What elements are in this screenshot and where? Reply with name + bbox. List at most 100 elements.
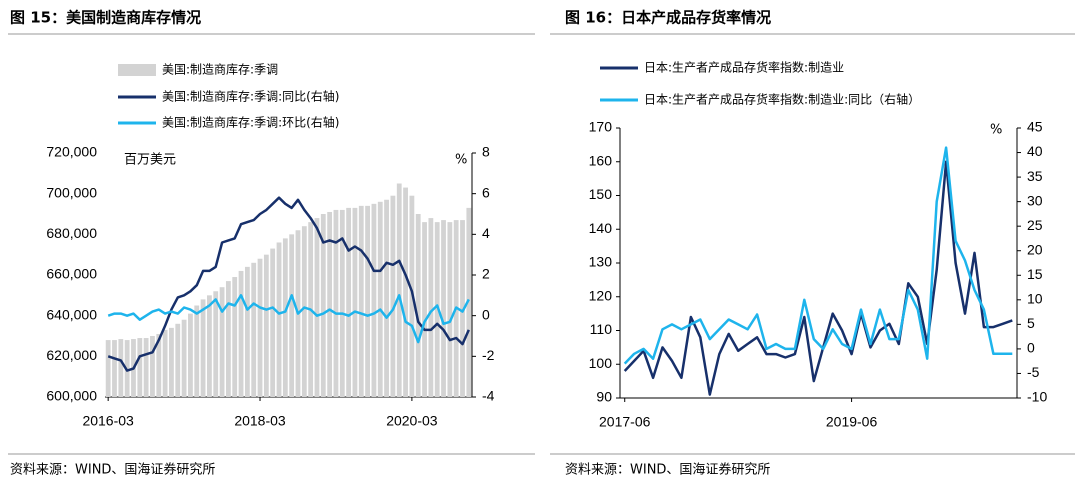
legend-label: 美国:制造商库存:季调 [162,62,278,77]
x-tick-label: 2018-03 [234,413,286,429]
bar [352,207,358,397]
x-tick-label: 2019-06 [826,414,878,430]
line-series [623,160,1013,396]
bar [282,238,288,397]
bar [232,277,238,397]
y2-unit: % [455,153,467,168]
bar [327,211,333,397]
line-series [107,196,470,372]
y2-tick-label: -2 [482,347,495,363]
y2-tick-label: 25 [1027,217,1043,233]
bar [200,299,206,397]
bar [137,338,143,397]
y2-tick-label: 30 [1027,192,1043,208]
bar [434,222,440,397]
source: 资料来源：WIND、国海证券研究所 [10,462,215,478]
bar [251,262,257,397]
y-tick-label: 150 [589,186,613,202]
bar [333,209,339,397]
y2-tick-label: 6 [482,184,490,200]
legend-label: 日本:生产者产成品存货率指数:制造业:同比（右轴） [644,92,920,107]
y-tick-label: 140 [589,220,613,236]
bar [301,226,307,397]
bar [143,338,149,397]
y2-tick-label: 4 [482,225,490,241]
bar [371,203,377,397]
y2-unit: % [990,123,1002,138]
bar [403,187,408,397]
y-tick-label: 160 [589,152,613,168]
y2-tick-label: 0 [482,306,490,322]
y-tick-label: 660,000 [46,266,97,282]
bar [396,183,402,397]
chart-title: 图 15：美国制造商库存情况 [10,9,201,27]
legend-label: 日本:生产者产成品存货率指数:制造业 [644,60,844,75]
y2-tick-label: 2 [482,266,490,282]
y-tick-label: 100 [589,355,613,371]
bar [314,218,320,397]
bar [118,339,124,397]
y2-tick-label: 10 [1027,291,1043,307]
bar [194,305,200,397]
y2-tick-label: 40 [1027,143,1043,159]
chart-title: 图 16：日本产成品存货率情况 [565,9,771,27]
bar [289,234,295,397]
bar [150,336,155,397]
bar [188,313,193,397]
bar [365,205,370,397]
legend-swatch [118,64,156,76]
bar [276,242,282,397]
source: 资料来源：WIND、国海证券研究所 [565,462,770,478]
y-tick-label: 720,000 [46,144,97,160]
bar [422,222,427,397]
bar [441,220,446,397]
y2-tick-label: -4 [482,388,495,404]
bar [219,287,225,397]
bar [112,340,117,397]
bar [105,340,111,397]
y2-tick-label: 0 [1027,340,1035,356]
bar [358,205,364,397]
bar [390,195,396,397]
bar [377,201,383,397]
legend-label: 美国:制造商库存:季调:同比(右轴) [162,89,340,104]
bar [207,295,212,397]
y2-tick-label: 5 [1027,315,1035,331]
bar [415,214,421,397]
bar [213,291,219,397]
y-tick-label: 620,000 [46,347,97,363]
y-tick-label: 600,000 [46,388,97,404]
bar [238,270,244,397]
y2-tick-label: -10 [1027,389,1047,405]
bar [162,329,168,397]
line-series [623,146,1013,365]
bar [225,281,231,397]
y2-tick-label: 45 [1027,119,1043,135]
bar [346,207,352,397]
x-tick-label: 2016-03 [82,413,134,429]
bar [244,266,250,397]
y-tick-label: 170 [589,119,613,135]
bar [181,319,187,397]
bar [270,248,276,397]
y2-tick-label: -5 [1027,364,1040,380]
bar [156,333,162,397]
bar [339,209,345,397]
y-tick-label: 90 [596,389,612,405]
y2-tick-label: 35 [1027,168,1043,184]
bar [169,327,174,397]
y-unit: 百万美元 [124,153,176,168]
y2-tick-label: 15 [1027,266,1043,282]
bar [257,258,263,397]
y2-tick-label: 20 [1027,241,1043,257]
bar [384,199,389,397]
bar [320,214,326,397]
bar [447,222,453,397]
bar [460,220,465,397]
bar [263,254,269,397]
x-tick-label: 2020-03 [386,413,438,429]
bar [175,323,181,397]
bar [466,207,472,397]
legend-label: 美国:制造商库存:季调:环比(右轴) [162,115,340,130]
